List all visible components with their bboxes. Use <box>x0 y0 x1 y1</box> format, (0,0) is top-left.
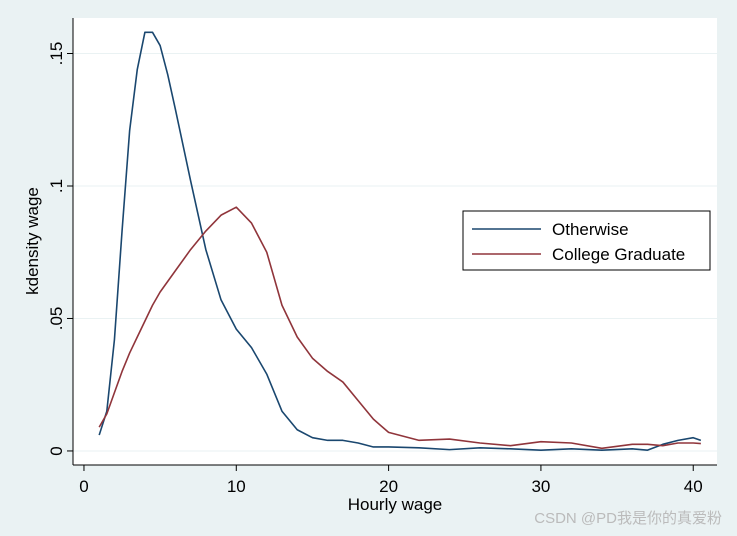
legend-label: Otherwise <box>552 220 629 239</box>
x-tick-label: 30 <box>531 477 550 496</box>
y-tick-label: .05 <box>47 307 66 331</box>
y-tick-label: 0 <box>47 446 66 455</box>
x-tick-label: 20 <box>379 477 398 496</box>
legend-label: College Graduate <box>552 245 685 264</box>
x-tick-label: 0 <box>79 477 88 496</box>
x-tick-label: 40 <box>684 477 703 496</box>
y-axis-title: kdensity wage <box>23 187 42 295</box>
series-line <box>98 206 701 450</box>
y-tick-label: .1 <box>47 179 66 193</box>
y-tick-label: .15 <box>47 42 66 66</box>
legend-box <box>462 210 711 271</box>
x-tick-label: 10 <box>227 477 246 496</box>
watermark: CSDN @PD我是你的真爱粉 <box>534 509 722 527</box>
x-axis-title: Hourly wage <box>348 495 443 514</box>
series-line <box>98 31 702 451</box>
